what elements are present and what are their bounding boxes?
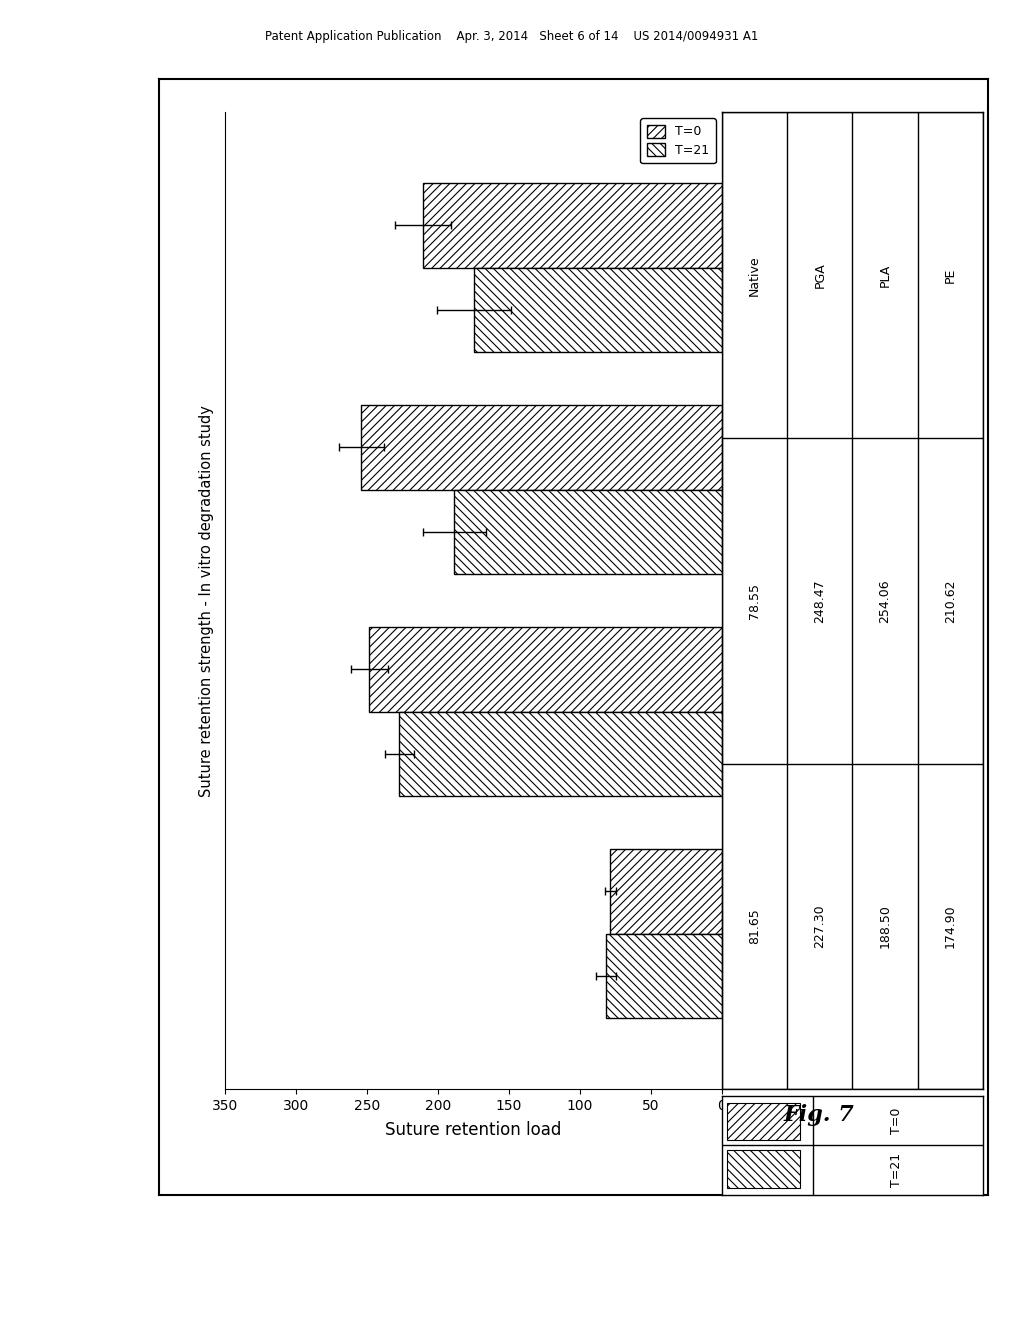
Bar <box>455 490 722 574</box>
X-axis label: Suture retention load: Suture retention load <box>385 1121 562 1139</box>
Text: T=21: T=21 <box>891 1152 903 1187</box>
Bar <box>606 933 722 1018</box>
Text: 254.06: 254.06 <box>879 579 892 623</box>
Text: 188.50: 188.50 <box>879 904 892 948</box>
Y-axis label: Suture retention strength - In vitro degradation study: Suture retention strength - In vitro deg… <box>200 405 214 796</box>
Text: Fig. 7: Fig. 7 <box>783 1105 855 1126</box>
Text: 78.55: 78.55 <box>749 583 761 619</box>
Text: 248.47: 248.47 <box>813 579 826 623</box>
Text: 174.90: 174.90 <box>944 904 956 948</box>
Text: PGA: PGA <box>813 263 826 288</box>
Bar <box>361 405 722 490</box>
FancyBboxPatch shape <box>727 1102 801 1140</box>
Text: 210.62: 210.62 <box>944 579 956 623</box>
Bar <box>610 849 722 933</box>
Legend: T=0, T=21: T=0, T=21 <box>640 119 716 164</box>
Bar <box>423 183 722 268</box>
Text: 227.30: 227.30 <box>813 904 826 948</box>
Text: PE: PE <box>944 268 956 282</box>
Bar <box>399 711 722 796</box>
FancyBboxPatch shape <box>727 1150 801 1188</box>
Text: 81.65: 81.65 <box>749 908 761 944</box>
Bar <box>370 627 722 711</box>
Text: Native: Native <box>749 255 761 296</box>
Bar <box>474 268 722 352</box>
Text: T=0: T=0 <box>891 1107 903 1134</box>
Text: PLA: PLA <box>879 264 892 286</box>
Text: Patent Application Publication    Apr. 3, 2014   Sheet 6 of 14    US 2014/009493: Patent Application Publication Apr. 3, 2… <box>265 30 759 44</box>
